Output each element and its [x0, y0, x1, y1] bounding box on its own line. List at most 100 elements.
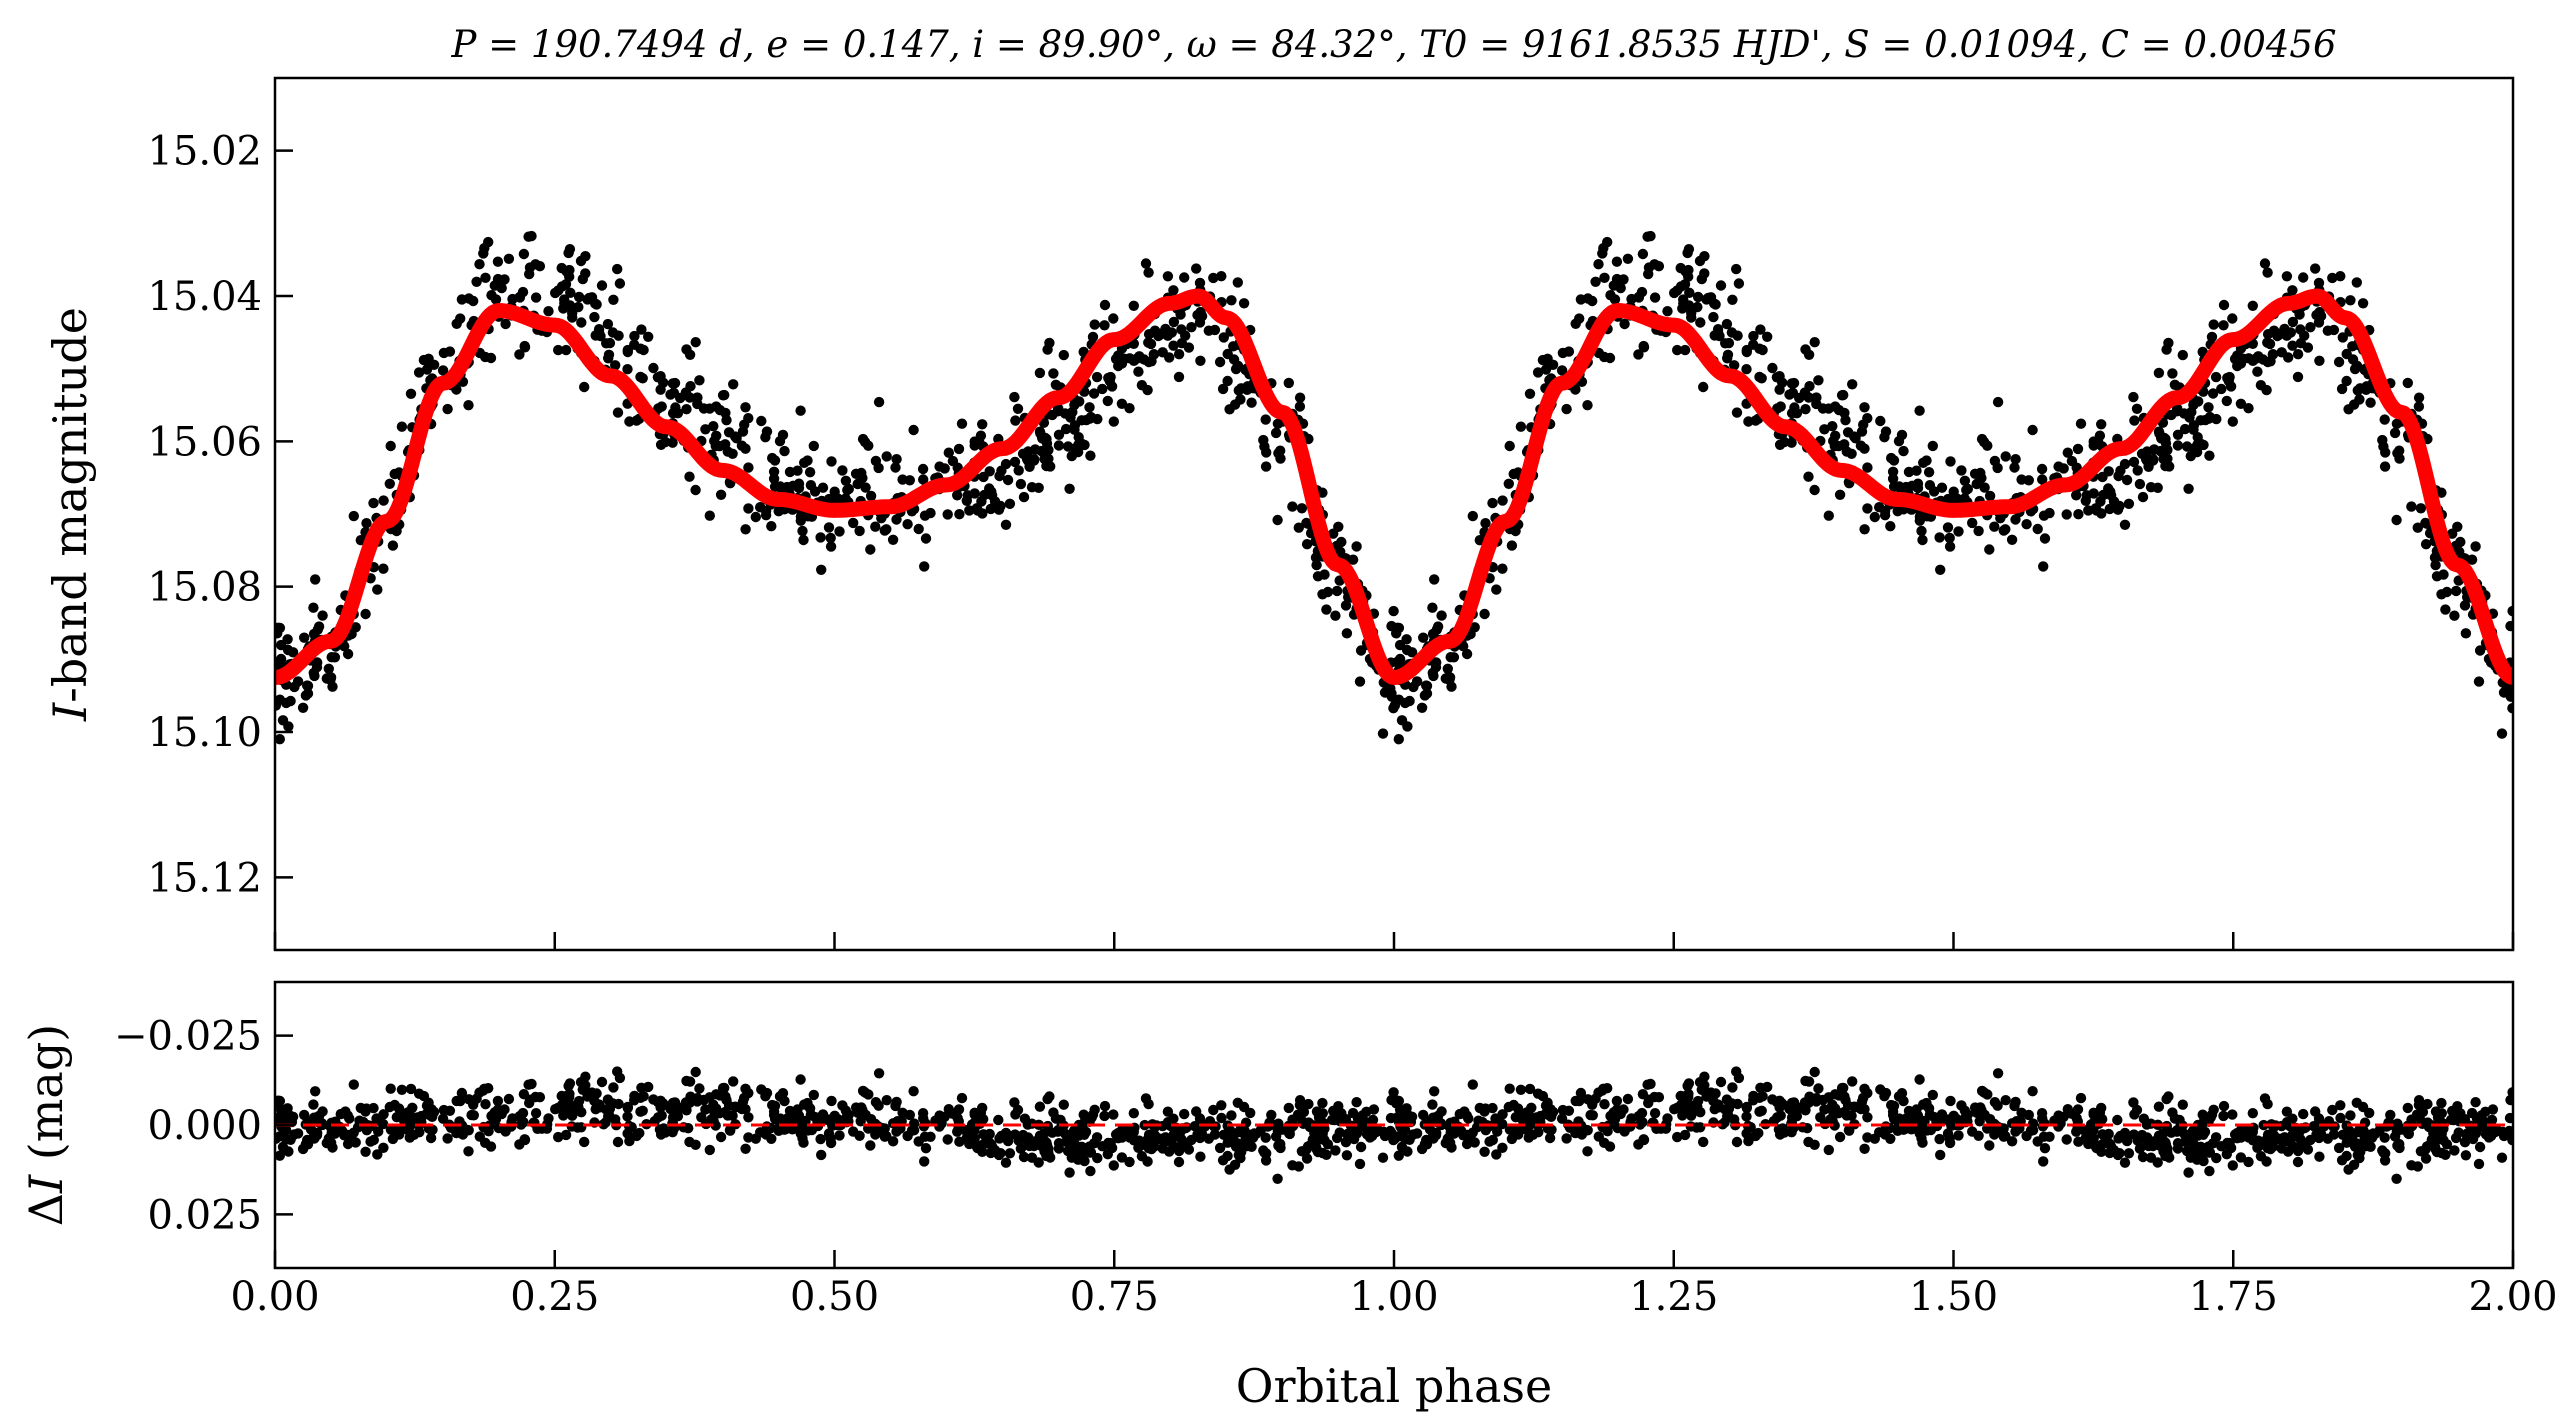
- data-point: [2224, 371, 2235, 383]
- data-point: [904, 475, 915, 486]
- residual-point: [2129, 1109, 2140, 1120]
- residual-point: [1686, 1110, 1697, 1121]
- residual-point: [1035, 1131, 1046, 1143]
- top-y-ticks: 15.02 15.04 15.06 15.08 15.10 15.12: [147, 129, 293, 901]
- data-point: [2328, 324, 2340, 336]
- data-point: [1238, 298, 1250, 309]
- data-point: [1869, 511, 1881, 523]
- data-point: [1705, 292, 1717, 303]
- residual-point: [1260, 1132, 1271, 1143]
- data-point: [887, 534, 899, 545]
- top-panel: 15.02 15.04 15.06 15.08 15.10 15.12 I-band ma…: [43, 76, 2515, 952]
- residual-point: [1373, 1125, 1384, 1137]
- residual-point: [1317, 1097, 1328, 1109]
- data-point: [891, 514, 902, 525]
- residual-point: [602, 1094, 614, 1105]
- data-point: [1140, 258, 1152, 269]
- data-point: [1099, 320, 1110, 331]
- residual-point: [2268, 1121, 2280, 1133]
- data-point: [342, 648, 354, 660]
- residual-point: [442, 1133, 453, 1144]
- data-point: [2183, 483, 2194, 494]
- data-point: [802, 455, 813, 466]
- data-point: [1976, 433, 1988, 445]
- data-point: [2096, 419, 2107, 430]
- residual-point: [834, 1130, 845, 1141]
- residual-point: [2194, 1124, 2205, 1136]
- data-point: [2327, 272, 2338, 284]
- residual-point: [2206, 1109, 2218, 1120]
- data-point: [1229, 399, 1241, 410]
- data-point: [1754, 343, 1765, 354]
- residual-point: [2402, 1102, 2413, 1114]
- data-point: [1643, 268, 1654, 280]
- residual-point: [1715, 1076, 1727, 1088]
- residual-point: [743, 1132, 754, 1143]
- residual-point: [873, 1100, 884, 1111]
- residual-point: [1675, 1090, 1686, 1102]
- residual-point: [873, 1068, 885, 1079]
- data-point: [1855, 440, 1867, 451]
- residual-point: [2466, 1107, 2478, 1119]
- residual-point: [1944, 1133, 1955, 1144]
- residual-point: [518, 1117, 529, 1128]
- residual-point: [696, 1112, 707, 1123]
- residual-point: [405, 1083, 417, 1095]
- data-point: [1638, 340, 1649, 352]
- residual-point: [2505, 1127, 2513, 1139]
- residual-point: [1719, 1117, 1730, 1128]
- residual-point: [768, 1109, 780, 1121]
- data-point: [1696, 273, 1708, 285]
- residual-point: [826, 1095, 837, 1107]
- residual-point: [740, 1143, 751, 1155]
- data-point: [580, 251, 591, 262]
- data-point: [1419, 690, 1431, 701]
- residual-point: [1956, 1100, 1967, 1111]
- residual-point: [1643, 1097, 1654, 1109]
- residual-point: [1342, 1128, 1353, 1140]
- residual-point: [1570, 1095, 1581, 1107]
- data-point: [1967, 517, 1978, 529]
- data-point: [1143, 329, 1155, 340]
- data-point: [1678, 294, 1689, 305]
- residual-point: [2177, 1099, 2188, 1110]
- data-point: [559, 294, 570, 305]
- residual-point: [2114, 1148, 2125, 1159]
- data-point: [637, 373, 648, 384]
- residual-point: [2153, 1101, 2165, 1112]
- residual-point: [1544, 1132, 1556, 1144]
- residual-point: [1160, 1132, 1171, 1143]
- residual-point: [2446, 1114, 2457, 1126]
- data-point: [2305, 322, 2316, 333]
- data-point: [865, 490, 877, 502]
- residual-point: [614, 1072, 626, 1084]
- data-point: [2119, 458, 2131, 470]
- data-point: [1856, 426, 1868, 437]
- residual-point: [1000, 1127, 1012, 1139]
- data-point: [1813, 375, 1824, 386]
- data-point: [285, 695, 296, 707]
- residual-point: [1058, 1099, 1070, 1110]
- residual-point: [1149, 1121, 1161, 1133]
- residual-point: [2227, 1109, 2238, 1120]
- y-tick-label: −0.025: [114, 1014, 262, 1060]
- data-point: [1321, 604, 1332, 615]
- residual-point: [1605, 1110, 1616, 1122]
- data-point: [2262, 267, 2273, 278]
- data-point: [1732, 330, 1743, 341]
- residual-point: [1491, 1149, 1502, 1160]
- data-point: [282, 634, 293, 645]
- residual-point: [1887, 1109, 1899, 1121]
- residual-point: [456, 1087, 468, 1099]
- data-point: [1173, 371, 1185, 383]
- data-point: [1416, 702, 1428, 713]
- residual-point: [1593, 1087, 1604, 1098]
- residual-point: [285, 1134, 296, 1146]
- residual-point: [308, 1099, 319, 1110]
- residual-point: [1969, 1102, 1981, 1113]
- residual-point: [1084, 1147, 1096, 1158]
- data-point: [723, 427, 735, 438]
- residual-point: [817, 1109, 829, 1120]
- residual-point: [832, 1114, 844, 1125]
- residual-point: [2032, 1136, 2043, 1147]
